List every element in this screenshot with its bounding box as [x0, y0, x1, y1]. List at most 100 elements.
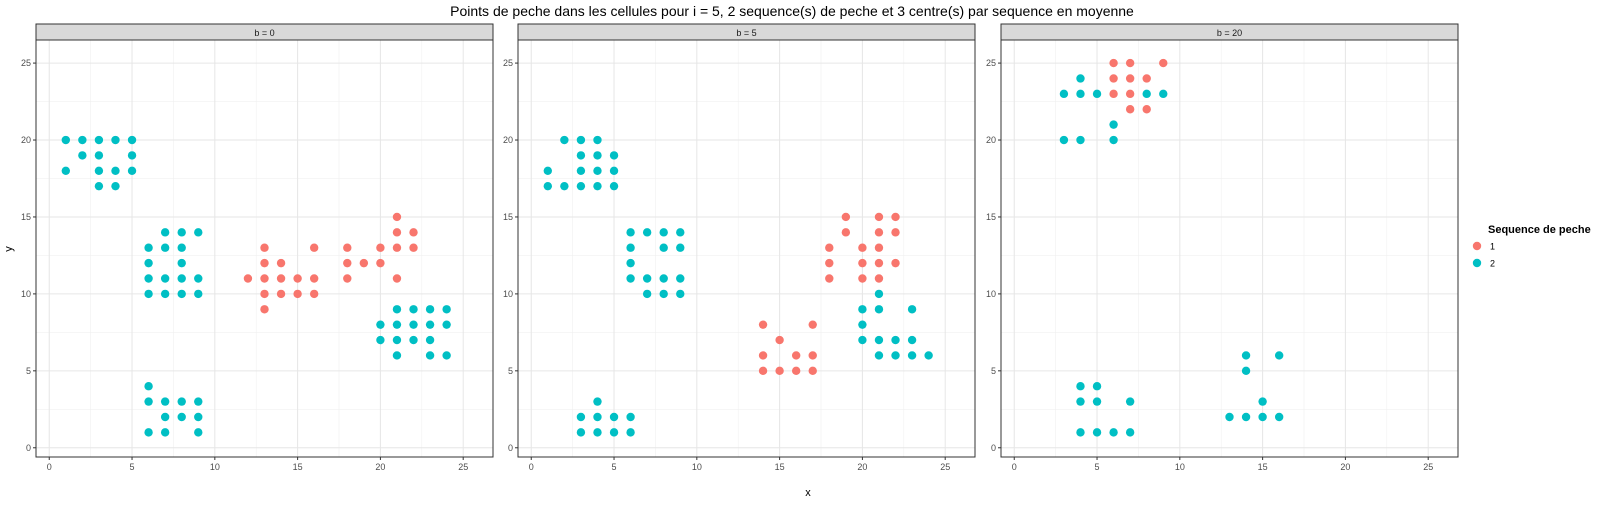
data-point-seq-2 — [1092, 382, 1102, 391]
data-point-seq-2 — [907, 351, 917, 360]
y-tick-label: 5 — [991, 366, 996, 376]
data-point-seq-2 — [160, 428, 170, 437]
data-point-seq-2 — [1076, 74, 1085, 83]
data-point-seq-1 — [841, 212, 851, 222]
data-point-seq-1 — [874, 258, 884, 268]
data-point-seq-1 — [874, 243, 884, 252]
data-point-seq-2 — [177, 289, 186, 299]
x-tick-label: 15 — [293, 462, 303, 472]
data-point-seq-2 — [442, 305, 451, 314]
x-tick-label: 20 — [375, 462, 385, 472]
data-point-seq-1 — [841, 228, 851, 237]
data-point-seq-1 — [791, 366, 801, 376]
data-point-seq-2 — [874, 335, 884, 345]
data-point-seq-2 — [392, 305, 402, 314]
data-point-seq-2 — [442, 351, 451, 360]
data-point-seq-2 — [144, 382, 153, 391]
data-point-seq-2 — [626, 228, 635, 237]
data-point-seq-2 — [676, 274, 685, 283]
y-tick-label: 0 — [26, 443, 31, 453]
data-point-seq-2 — [593, 135, 602, 145]
data-point-seq-2 — [94, 151, 104, 160]
data-point-seq-2 — [94, 181, 104, 191]
legend: Sequence de peche 1 2 — [1472, 224, 1591, 269]
data-point-seq-2 — [891, 351, 900, 360]
data-point-seq-2 — [1258, 397, 1267, 406]
y-tick-label: 15 — [503, 212, 513, 222]
y-tick-label: 5 — [26, 366, 31, 376]
data-point-seq-1 — [1125, 58, 1135, 68]
data-point-seq-2 — [144, 428, 153, 437]
data-point-seq-2 — [1125, 397, 1135, 406]
data-point-seq-2 — [676, 243, 685, 252]
data-point-seq-1 — [359, 258, 369, 268]
data-point-seq-2 — [593, 428, 602, 437]
data-point-seq-2 — [1076, 135, 1085, 145]
y-tick-label: 10 — [21, 289, 31, 299]
data-point-seq-1 — [1142, 105, 1151, 114]
data-point-seq-2 — [659, 243, 668, 252]
x-tick-label: 0 — [1012, 462, 1017, 472]
data-point-seq-2 — [160, 289, 170, 299]
chart-title: Points de peche dans les cellules pour i… — [450, 3, 1134, 19]
y-tick-label: 5 — [508, 366, 513, 376]
x-tick-label: 0 — [529, 462, 534, 472]
data-point-seq-2 — [194, 274, 203, 283]
data-point-seq-2 — [609, 181, 619, 191]
data-point-seq-2 — [858, 335, 867, 345]
data-point-seq-2 — [1125, 428, 1135, 437]
data-point-seq-2 — [425, 335, 435, 345]
data-point-seq-2 — [576, 428, 586, 437]
data-point-seq-2 — [392, 351, 402, 360]
data-point-seq-2 — [1258, 412, 1267, 422]
data-point-seq-1 — [276, 258, 286, 268]
data-point-seq-2 — [194, 228, 203, 237]
data-point-seq-1 — [1109, 58, 1118, 68]
y-tick-label: 15 — [986, 212, 996, 222]
data-point-seq-2 — [642, 289, 652, 299]
data-point-seq-2 — [160, 412, 170, 422]
data-point-seq-1 — [309, 274, 319, 283]
data-point-seq-2 — [177, 258, 186, 268]
data-point-seq-2 — [874, 351, 884, 360]
data-point-seq-2 — [177, 397, 186, 406]
data-point-seq-2 — [593, 397, 602, 406]
data-point-seq-1 — [874, 228, 884, 237]
data-point-seq-2 — [659, 289, 668, 299]
data-point-seq-2 — [177, 274, 186, 283]
x-tick-label: 5 — [1095, 462, 1100, 472]
data-point-seq-1 — [808, 351, 817, 360]
y-tick-label: 25 — [21, 58, 31, 68]
x-tick-label: 0 — [47, 462, 52, 472]
x-tick-label: 25 — [458, 462, 468, 472]
data-point-seq-1 — [343, 258, 352, 268]
data-point-seq-1 — [260, 243, 269, 252]
data-point-seq-1 — [276, 274, 286, 283]
y-tick-label: 20 — [21, 135, 31, 145]
data-point-seq-2 — [127, 151, 137, 160]
data-point-seq-1 — [343, 274, 352, 283]
data-point-seq-2 — [676, 289, 685, 299]
panels: b = 0 0 5 10 15 20 25 0 5 10 15 20 25 b = 5 0 5 10 15 20 25… — [21, 23, 1459, 472]
data-point-seq-2 — [907, 305, 917, 314]
data-point-seq-2 — [1225, 412, 1234, 422]
data-point-seq-2 — [626, 428, 635, 437]
data-point-seq-2 — [1241, 412, 1251, 422]
data-point-seq-2 — [1059, 89, 1069, 99]
x-tick-label: 10 — [1175, 462, 1185, 472]
panel-3: b = 20 0 5 10 15 20 25 0 5 10 15 20 25 — [986, 23, 1459, 472]
data-point-seq-2 — [194, 397, 203, 406]
x-tick-label: 15 — [1258, 462, 1268, 472]
y-tick-label: 20 — [986, 135, 996, 145]
legend-label-2: 2 — [1490, 259, 1495, 269]
x-tick-label: 15 — [775, 462, 785, 472]
data-point-seq-1 — [791, 351, 801, 360]
data-point-seq-2 — [1241, 351, 1251, 360]
y-tick-label: 25 — [986, 58, 996, 68]
data-point-seq-2 — [593, 181, 602, 191]
x-tick-label: 10 — [692, 462, 702, 472]
data-point-seq-2 — [576, 166, 586, 175]
data-point-seq-1 — [891, 258, 900, 268]
data-point-seq-2 — [858, 320, 867, 329]
